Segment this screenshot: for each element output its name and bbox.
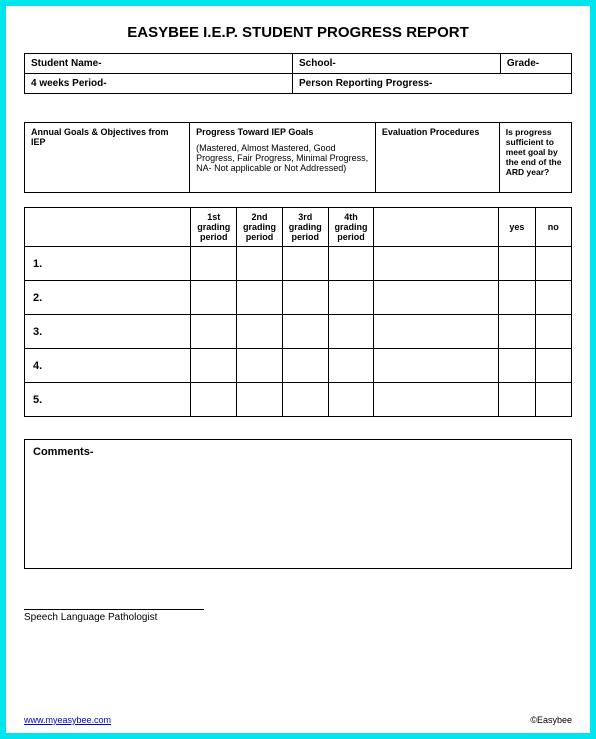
period-header-2: 2nd grading period	[237, 208, 283, 247]
grade-cell: Grade-	[500, 54, 571, 74]
school-cell: School-	[293, 54, 501, 74]
progress-grid: 1st grading period 2nd grading period 3r…	[24, 207, 572, 417]
period-header-1: 1st grading period	[191, 208, 237, 247]
goals-col2-title: Progress Toward IEP Goals	[196, 127, 313, 137]
no-header: no	[535, 208, 571, 247]
comments-label: Comments-	[33, 446, 94, 458]
period-cell: 4 weeks Period-	[25, 74, 293, 94]
goals-col4: Is progress sufficient to meet goal by t…	[499, 123, 571, 193]
row-4: 4.	[25, 349, 191, 383]
footer-link[interactable]: www.myeasybee.com	[24, 715, 111, 725]
page-frame: EASYBEE I.E.P. STUDENT PROGRESS REPORT S…	[0, 0, 596, 739]
footer: www.myeasybee.com ©Easybee	[24, 715, 572, 725]
yes-header: yes	[499, 208, 535, 247]
comments-box: Comments-	[24, 439, 572, 569]
signature-line	[24, 609, 204, 610]
row-1: 1.	[25, 247, 191, 281]
goals-col2: Progress Toward IEP Goals (Mastered, Alm…	[190, 123, 376, 193]
period-header-4: 4th grading period	[328, 208, 374, 247]
signature-area: Speech Language Pathologist	[24, 609, 572, 623]
goals-col1: Annual Goals & Objectives from IEP	[25, 123, 190, 193]
row-5: 5.	[25, 383, 191, 417]
period-header-3: 3rd grading period	[282, 208, 328, 247]
row-2: 2.	[25, 281, 191, 315]
goals-header-table: Annual Goals & Objectives from IEP Progr…	[24, 122, 572, 193]
report-title: EASYBEE I.E.P. STUDENT PROGRESS REPORT	[24, 24, 572, 41]
student-info-table: Student Name- School- Grade- 4 weeks Per…	[24, 53, 572, 94]
goals-col3: Evaluation Procedures	[375, 123, 499, 193]
row-3: 3.	[25, 315, 191, 349]
student-name-cell: Student Name-	[25, 54, 293, 74]
footer-copyright: ©Easybee	[530, 715, 572, 725]
goals-col2-sub: (Mastered, Almost Mastered, Good Progres…	[196, 143, 369, 173]
reporter-cell: Person Reporting Progress-	[293, 74, 572, 94]
signature-label: Speech Language Pathologist	[24, 612, 157, 623]
